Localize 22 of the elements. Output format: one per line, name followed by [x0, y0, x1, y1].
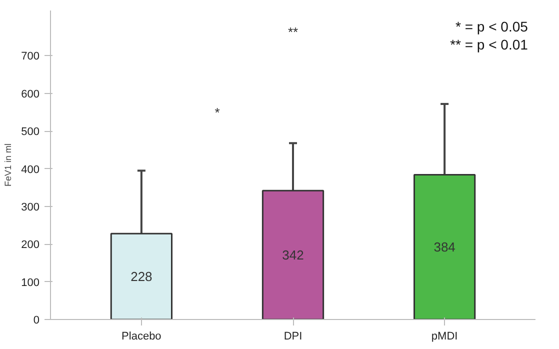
y-tick-label: 600 [21, 88, 40, 100]
annotation: ** = p < 0.01 [450, 36, 528, 52]
y-tick-label: 300 [21, 201, 40, 214]
x-tick-label: DPI [284, 330, 302, 342]
bar [110, 232, 172, 320]
y-tick-label: 500 [21, 126, 40, 138]
y-tick-label: 400 [21, 164, 40, 176]
y-tick-label: 0 [33, 314, 40, 326]
data-label: 384 [434, 240, 456, 255]
x-tick-label: Placebo [122, 330, 162, 342]
y-axis-title: FeV1 in ml [3, 143, 14, 187]
y-tick-label: 200 [21, 239, 40, 252]
bar [262, 190, 324, 320]
bar [414, 174, 476, 320]
annotation: * = p < 0.05 [456, 18, 528, 34]
data-label: 342 [282, 248, 304, 263]
x-tick-label: pMDI [431, 330, 458, 342]
data-label: 228 [130, 269, 152, 284]
annotation: * [214, 104, 220, 120]
y-tick-label: 700 [21, 50, 40, 63]
y-tick-label: 100 [21, 276, 40, 289]
annotation: ** [288, 24, 298, 40]
